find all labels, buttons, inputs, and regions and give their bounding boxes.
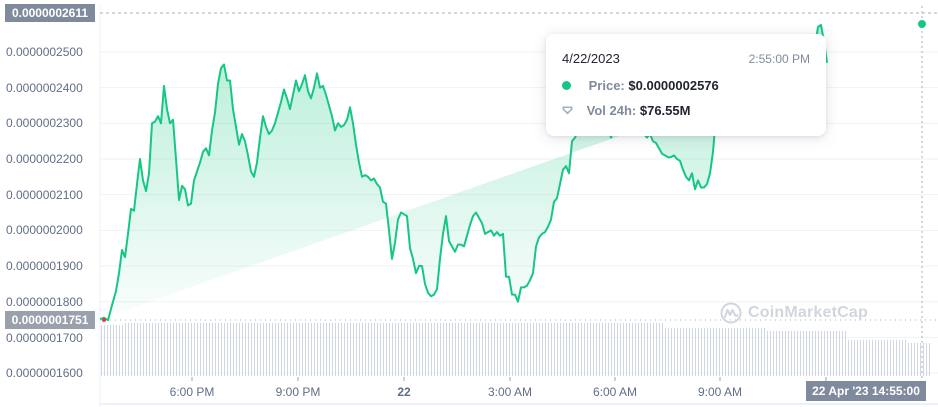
volume-bars — [101, 323, 930, 376]
y-axis-label: 0.0000002000 — [6, 223, 83, 237]
tooltip-price-row: Price: $0.0000002576 — [562, 78, 719, 93]
y-axis-label: 0.0000002100 — [6, 188, 83, 202]
high-price-badge: 0.0000002611 — [5, 4, 95, 22]
hover-point-marker — [918, 20, 926, 28]
y-axis-label: 0.0000002300 — [6, 116, 83, 130]
tooltip-price-label: Price: — [588, 78, 625, 93]
tooltip-volume-row: Vol 24h: $76.55M — [562, 103, 690, 118]
tooltip-volume-label: Vol 24h: — [586, 103, 637, 118]
y-axis-label: 0.0000001900 — [6, 259, 83, 273]
y-axis-label: 0.0000002500 — [6, 45, 83, 59]
low-point-marker — [102, 318, 106, 322]
x-axis-label: 9:00 PM — [275, 385, 321, 399]
coinmarketcap-watermark: CoinMarketCap — [720, 302, 868, 324]
y-axis-label: 0.0000001700 — [6, 331, 83, 345]
y-axis-label: 0.0000001800 — [6, 295, 83, 309]
x-tick-marks — [191, 377, 827, 381]
price-line — [99, 23, 828, 322]
y-axis-label: 0.0000002400 — [6, 81, 83, 95]
x-axis-label: 3:00 AM — [487, 385, 533, 399]
x-axis-label-day: 22 — [397, 385, 411, 399]
x-axis-label: 6:00 PM — [169, 385, 215, 399]
green-dot-icon — [562, 81, 571, 91]
tooltip-time: 2:55:00 PM — [748, 52, 810, 66]
coinmarketcap-logo-icon — [720, 302, 742, 324]
crosshair-date-badge: 22 Apr '23 14:55:00 — [806, 381, 926, 401]
volume-shield-icon — [562, 106, 573, 115]
y-axis-label: 0.0000001600 — [6, 366, 83, 380]
x-axis-label: 9:00 AM — [697, 385, 743, 399]
low-price-badge: 0.0000001751 — [5, 311, 95, 329]
price-area — [100, 24, 827, 321]
y-axis-label: 0.0000002200 — [6, 152, 83, 166]
hover-tooltip: 4/22/2023 2:55:00 PM Price: $0.000000257… — [546, 34, 826, 136]
tooltip-price-value: $0.0000002576 — [628, 78, 719, 93]
watermark-text: CoinMarketCap — [748, 304, 868, 321]
x-axis-label: 6:00 AM — [592, 385, 638, 399]
tooltip-volume-value: $76.55M — [639, 103, 691, 118]
tooltip-date: 4/22/2023 — [562, 51, 620, 66]
